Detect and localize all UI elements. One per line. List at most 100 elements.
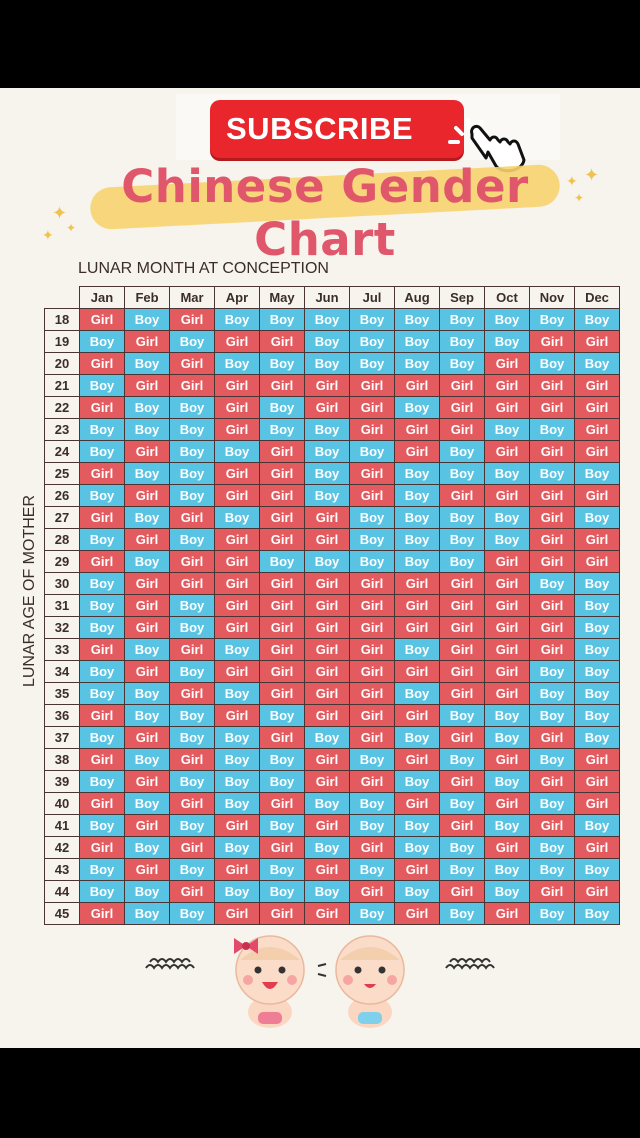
gender-cell: Girl [304,616,350,639]
subscribe-button[interactable]: SUBSCRIBE [210,100,526,173]
gender-cell: Boy [169,440,215,463]
table-row: 34 Boy Girl Boy Girl Girl Girl Girl Girl Girl Girl… [44,660,620,683]
month-header: Dec [574,286,620,309]
gender-cell: Boy [394,770,440,793]
gender-cell: Girl [214,616,260,639]
gender-cell: Girl [394,792,440,815]
gender-cell: Girl [349,418,395,441]
gender-cell: Girl [259,726,305,749]
gender-cell: Boy [574,352,620,375]
gender-cell: Girl [304,682,350,705]
gender-cell: Boy [124,836,170,859]
gender-cell: Boy [124,748,170,771]
gender-cell: Boy [214,792,260,815]
gender-cell: Girl [394,748,440,771]
age-label: 18 [44,308,80,331]
gender-cell: Girl [304,572,350,595]
gender-cell: Girl [259,902,305,925]
sparkle-icon: ✦ [42,227,54,243]
gender-cell: Boy [439,352,485,375]
gender-cell: Girl [259,374,305,397]
gender-cell: Boy [574,814,620,837]
gender-cell: Boy [169,616,215,639]
gender-cell: Girl [79,550,125,573]
gender-cell: Boy [79,528,125,551]
sparkle-icon: ✦ [66,221,77,235]
gender-cell: Girl [259,506,305,529]
gender-cell: Girl [349,726,395,749]
age-label: 37 [44,726,80,749]
gender-cell: Boy [484,528,530,551]
gender-cell: Boy [394,506,440,529]
gender-cell: Boy [79,814,125,837]
gender-cell: Girl [169,880,215,903]
gender-cell: Boy [574,682,620,705]
gender-cell: Boy [439,748,485,771]
gender-cell: Girl [394,594,440,617]
gender-cell: Boy [574,660,620,683]
gender-cell: Girl [349,770,395,793]
age-label: 24 [44,440,80,463]
gender-cell: Boy [574,704,620,727]
gender-cell: Boy [394,396,440,419]
table-row: 18 Girl Boy Girl Boy Boy Boy Boy Boy Boy Boy Boy Boy [44,308,620,331]
gender-cell: Girl [124,770,170,793]
gender-cell: Boy [169,858,215,881]
gender-cell: Girl [124,814,170,837]
table-row: 33 Girl Boy Girl Boy Girl Girl Girl Boy Girl Girl G… [44,638,620,661]
gender-cell: Girl [439,814,485,837]
month-header: May [259,286,305,309]
month-header: Apr [214,286,260,309]
gender-cell: Girl [304,748,350,771]
page: SUBSCRIBE Chinese Gender Chart ✦ ✦ ✦ ✦ ✦… [0,88,640,1048]
table-row: 21 Boy Girl Girl Girl Girl Girl Girl Girl Girl Gir… [44,374,620,397]
gender-cell: Boy [304,462,350,485]
gender-cell: Boy [214,352,260,375]
gender-cell: Girl [574,770,620,793]
gender-cell: Boy [124,792,170,815]
gender-cell: Girl [484,748,530,771]
gender-cell: Girl [349,880,395,903]
gender-cell: Boy [529,902,575,925]
gender-cell: Boy [214,748,260,771]
gender-cell: Girl [214,858,260,881]
gender-cell: Girl [259,836,305,859]
gender-cell: Boy [394,528,440,551]
age-label: 26 [44,484,80,507]
gender-cell: Girl [124,374,170,397]
gender-cell: Boy [259,814,305,837]
gender-cell: Boy [394,638,440,661]
gender-cell: Boy [484,330,530,353]
gender-cell: Girl [394,616,440,639]
month-header: Mar [169,286,215,309]
gender-cell: Boy [169,814,215,837]
gender-cell: Girl [574,550,620,573]
age-label: 40 [44,792,80,815]
gender-cell: Girl [79,396,125,419]
gender-cell: Girl [574,748,620,771]
gender-cell: Girl [214,704,260,727]
gender-cell: Boy [439,462,485,485]
gender-cell: Girl [529,374,575,397]
gender-cell: Boy [349,858,395,881]
gender-cell: Girl [529,770,575,793]
gender-cell: Boy [79,616,125,639]
gender-cell: Boy [574,594,620,617]
gender-cell: Boy [529,704,575,727]
gender-cell: Girl [169,836,215,859]
gender-cell: Boy [484,880,530,903]
gender-cell: Girl [349,682,395,705]
gender-cell: Boy [484,462,530,485]
gender-cell: Girl [439,374,485,397]
gender-cell: Girl [484,902,530,925]
gender-cell: Boy [79,858,125,881]
gender-cell: Girl [169,506,215,529]
gender-cell: Girl [214,396,260,419]
gender-cell: Boy [124,880,170,903]
gender-cell: Girl [394,858,440,881]
gender-cell: Girl [349,374,395,397]
gender-cell: Boy [79,440,125,463]
gender-cell: Girl [169,748,215,771]
gender-cell: Boy [394,814,440,837]
gender-cell: Girl [439,484,485,507]
